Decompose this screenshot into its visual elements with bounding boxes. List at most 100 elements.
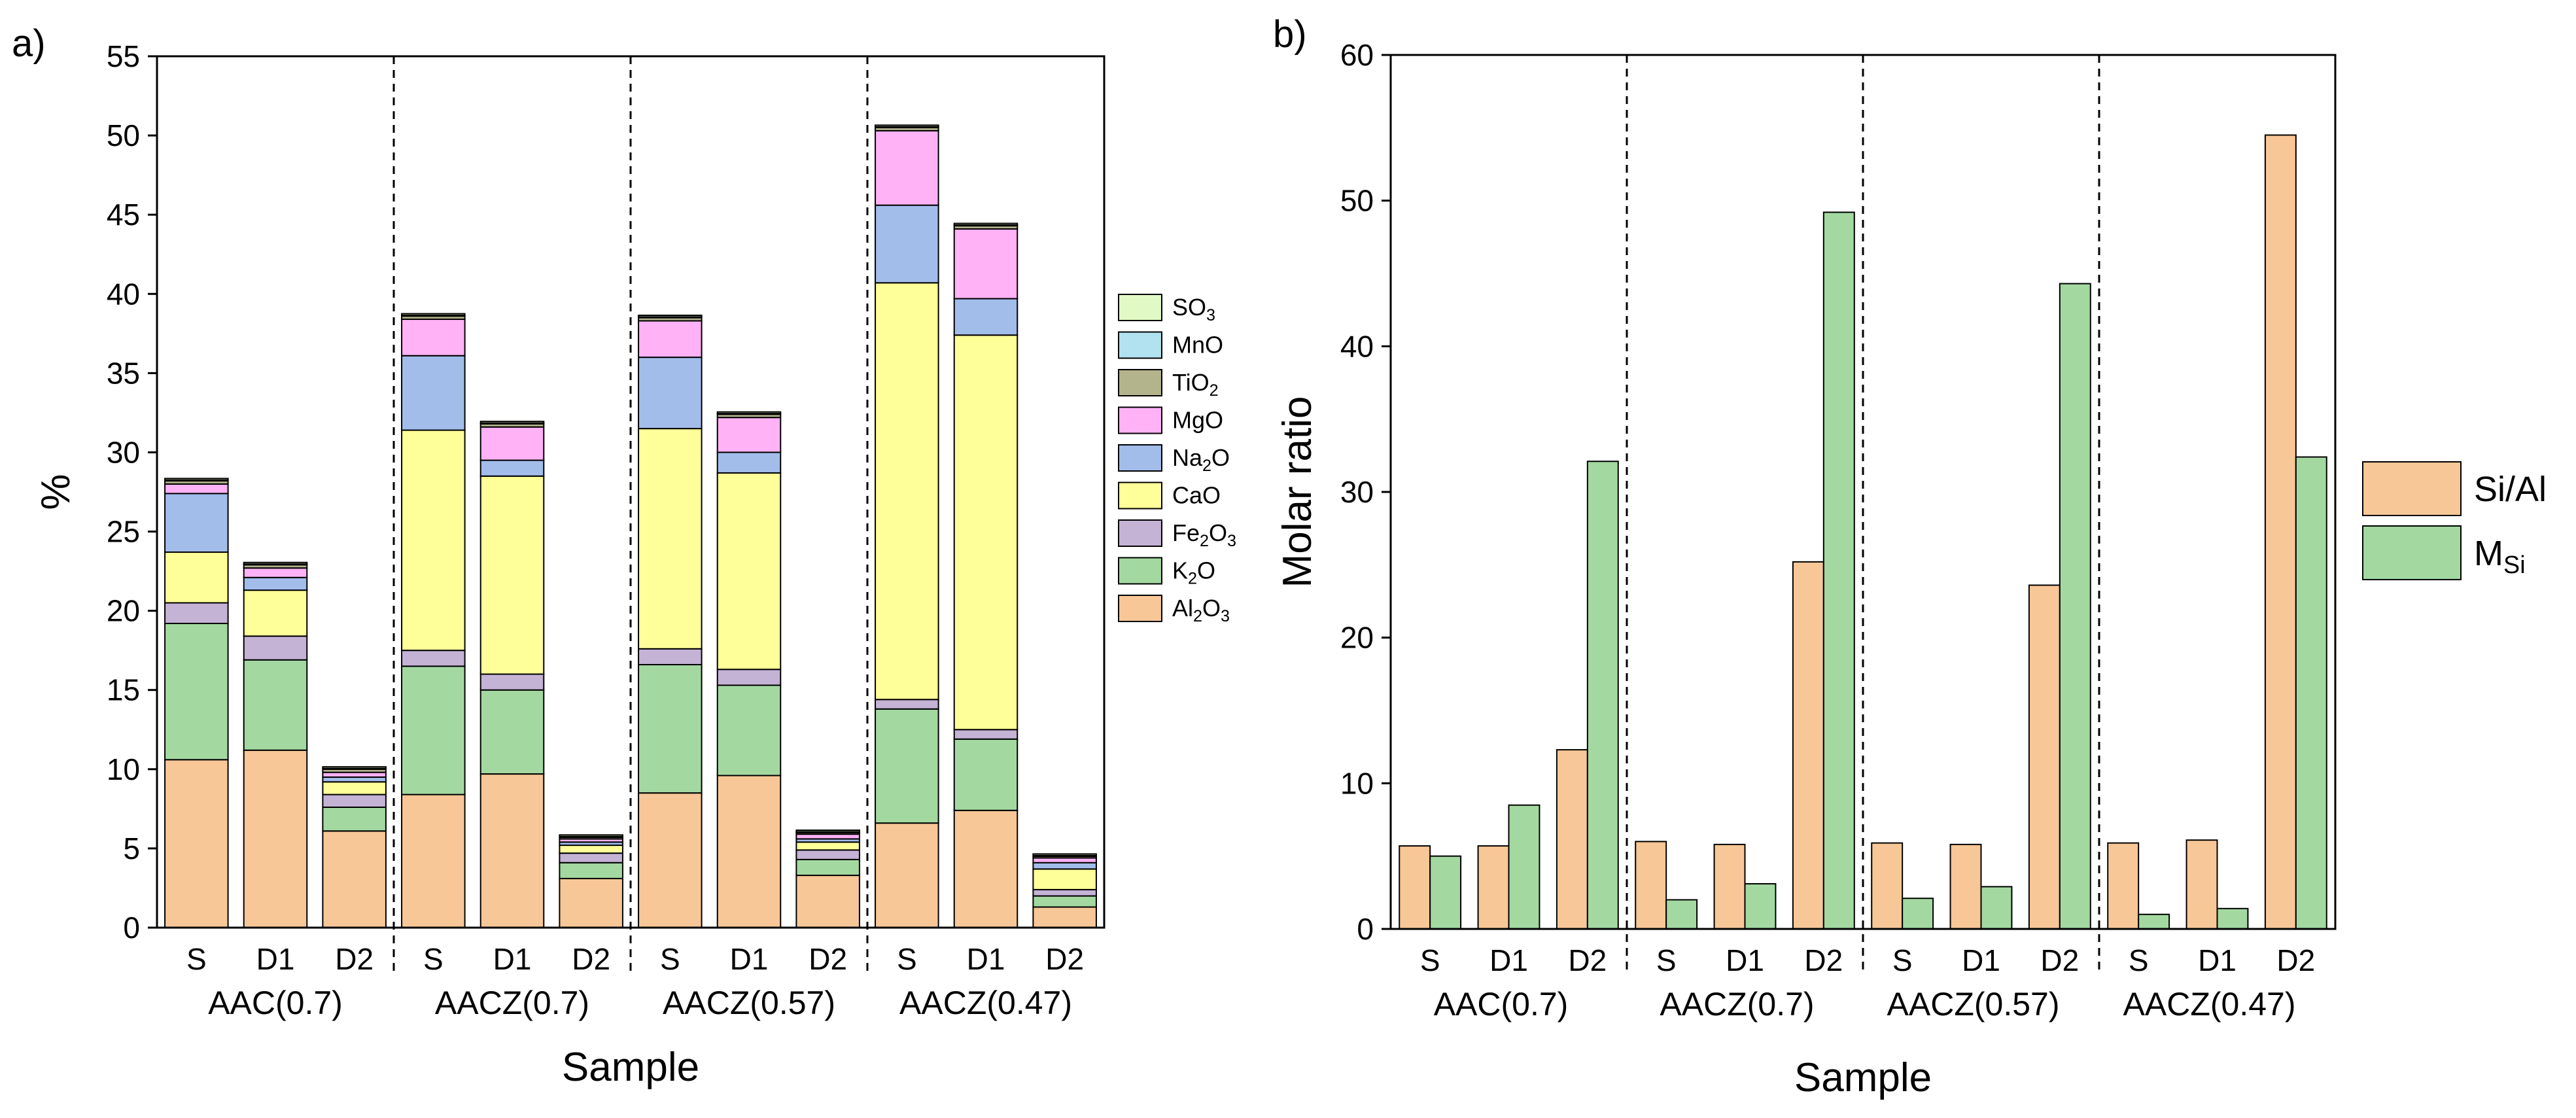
bar-segment-mgo xyxy=(716,417,782,453)
bar-segment-cao xyxy=(795,841,860,851)
legend-swatch xyxy=(1118,481,1162,510)
x-tick-label: D1 xyxy=(256,942,295,976)
bar-segment-mgo xyxy=(243,567,308,578)
bar-segment-k2o xyxy=(559,862,623,879)
y-tick-label: 10 xyxy=(107,752,140,786)
bar-segment-al2o3 xyxy=(479,773,545,928)
bar-segment-na2o xyxy=(716,451,782,474)
bar-si-al xyxy=(2107,842,2140,930)
plot-frame xyxy=(1389,54,2337,930)
y-tick-label: 0 xyxy=(1357,912,1374,946)
y-axis-title: Molar ratio xyxy=(1275,396,1320,588)
panel-label: a) xyxy=(12,22,46,65)
bar-si-al xyxy=(1556,749,1588,930)
bar-msi xyxy=(2059,283,2091,930)
bar-segment-al2o3 xyxy=(716,775,782,929)
legend-swatch xyxy=(1118,519,1162,547)
bar-segment-so3 xyxy=(716,411,782,415)
bar-segment-fe2o3 xyxy=(479,673,545,691)
x-tick-label: S xyxy=(1420,943,1440,977)
legend-label: TiO2 xyxy=(1172,369,1219,400)
x-tick-label: S xyxy=(660,942,680,976)
bar-segment-al2o3 xyxy=(401,794,466,928)
x-tick-label: D2 xyxy=(2276,943,2315,977)
bar-segment-mgo xyxy=(875,130,939,206)
bar-segment-na2o xyxy=(953,298,1018,336)
bar-segment-mgo xyxy=(401,319,466,357)
bar-segment-na2o xyxy=(243,576,308,591)
x-tick-label: D2 xyxy=(1804,943,1843,977)
bar-segment-k2o xyxy=(1032,895,1097,908)
group-label: AAC(0.7) xyxy=(1434,986,1569,1022)
x-tick-label: S xyxy=(186,942,207,976)
bar-si-al xyxy=(1871,842,1904,930)
bar-segment-fe2o3 xyxy=(875,699,939,710)
x-axis-title: Sample xyxy=(1794,1055,1932,1100)
bar-segment-cao xyxy=(638,428,703,650)
legend-label: MnO xyxy=(1172,332,1223,358)
y-tick-label: 0 xyxy=(123,911,140,945)
bar-segment-k2o xyxy=(401,665,466,795)
bar-segment-cao xyxy=(559,845,623,854)
bar-segment-cao xyxy=(953,334,1018,731)
x-tick-label: D1 xyxy=(493,942,532,976)
x-tick-label: D1 xyxy=(1962,943,2000,977)
x-tick-label: S xyxy=(1656,943,1677,977)
group-label: AACZ(0.57) xyxy=(663,985,835,1021)
x-tick-label: D2 xyxy=(572,942,610,976)
y-tick-label: 10 xyxy=(1340,766,1374,800)
bar-segment-mgo xyxy=(1032,857,1097,864)
bar-segment-mgo xyxy=(164,483,229,495)
panel-a-stacked-bar-chart: a) 0 5 10 15 20 25 30 35 40 45 50 55 S D1 D2 S D1 D2 S D1 D2 S… xyxy=(12,22,1341,1090)
bar-si-al xyxy=(1792,561,1824,930)
bar-segment-na2o xyxy=(322,776,387,783)
legend-swatch xyxy=(2362,461,2462,516)
bar-segment-k2o xyxy=(953,738,1018,811)
group-label: AACZ(0.47) xyxy=(2123,986,2296,1022)
bar-si-al xyxy=(1399,845,1431,930)
x-tick-label: D2 xyxy=(2040,943,2079,977)
bar-segment-mgo xyxy=(479,426,545,461)
bar-msi xyxy=(2216,907,2249,930)
group-label: AAC(0.7) xyxy=(208,985,343,1021)
y-tick-label: 40 xyxy=(1340,329,1374,363)
bar-segment-na2o xyxy=(479,459,545,477)
bar-segment-k2o xyxy=(322,806,387,832)
y-tick-label: 20 xyxy=(107,594,140,628)
bar-msi xyxy=(1586,461,1619,930)
bar-segment-fe2o3 xyxy=(322,794,387,808)
y-tick-label: 50 xyxy=(1340,184,1374,218)
bar-segment-k2o xyxy=(875,708,939,824)
group-label: AACZ(0.57) xyxy=(1887,986,2060,1022)
legend-swatch xyxy=(1118,294,1162,321)
bar-segment-so3 xyxy=(401,313,466,316)
legend-label: Fe2O3 xyxy=(1172,519,1236,550)
bar-segment-mgo xyxy=(322,771,387,778)
bar-segment-fe2o3 xyxy=(716,669,782,686)
legend-label: Si/Al xyxy=(2474,470,2547,509)
y-tick-label: 45 xyxy=(107,198,140,232)
panel-b-grouped-bar-chart: b) 0 10 20 30 40 50 60 S D1 D2 S D1 D2 S D1 D2 S D1 D2 AAC(0… xyxy=(1273,13,2547,1100)
bar-segment-na2o xyxy=(164,493,229,553)
bar-segment-cao xyxy=(401,429,466,652)
bar-si-al xyxy=(2185,839,2218,930)
y-tick-label: 15 xyxy=(107,673,140,707)
bar-msi xyxy=(2138,913,2170,930)
x-tick-label: S xyxy=(897,942,917,976)
plot-frame xyxy=(156,55,1105,929)
bar-segment-al2o3 xyxy=(1032,906,1097,928)
y-tick-label: 25 xyxy=(107,515,140,549)
bar-segment-so3 xyxy=(953,222,1018,226)
group-label: AACZ(0.7) xyxy=(1660,986,1814,1022)
bar-segment-al2o3 xyxy=(795,875,860,928)
bar-segment-na2o xyxy=(875,204,939,284)
x-tick-label: D1 xyxy=(1489,943,1528,977)
bar-msi xyxy=(1980,886,2013,930)
x-tick-label: D1 xyxy=(2198,943,2237,977)
legend-label: CaO xyxy=(1172,482,1221,509)
y-tick-label: 5 xyxy=(123,831,140,865)
bar-si-al xyxy=(1477,845,1510,930)
bar-msi xyxy=(1429,855,1462,930)
y-tick-label: 20 xyxy=(1340,621,1374,655)
bar-segment-k2o xyxy=(479,689,545,775)
